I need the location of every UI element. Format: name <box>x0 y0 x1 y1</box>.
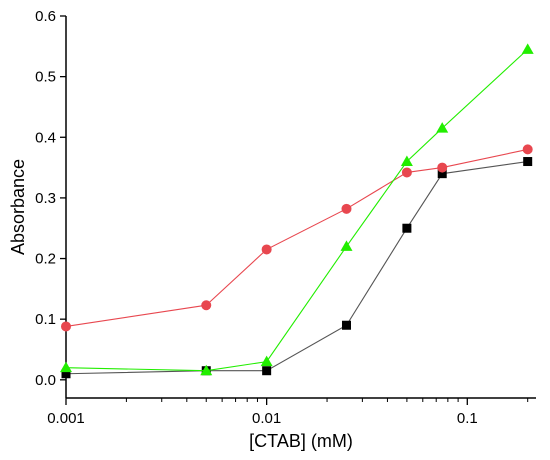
series-square <box>61 157 533 379</box>
data-point-square <box>402 223 412 233</box>
y-axis-ticks: 0.0 0.1 0.2 0.3 0.4 0.5 0.6 <box>35 8 66 389</box>
data-point-circle <box>341 203 352 214</box>
data-point-triangle <box>436 122 449 133</box>
x-axis-title: [CTAB] (mM) <box>249 431 353 451</box>
data-series <box>60 43 534 379</box>
x-tick-label: 0.001 <box>47 410 85 427</box>
y-tick-label: 0.2 <box>35 251 56 268</box>
data-point-square <box>61 369 71 379</box>
x-axis-ticks: 0.001 0.01 0.1 <box>47 398 529 427</box>
x-tick-label: 0.1 <box>457 410 478 427</box>
y-tick-label: 0.1 <box>35 311 56 328</box>
data-point-circle <box>401 167 412 178</box>
data-point-triangle <box>260 355 273 367</box>
data-point-circle <box>61 321 71 332</box>
data-point-square <box>437 169 447 179</box>
y-tick-label: 0.3 <box>35 190 56 207</box>
data-point-triangle <box>400 155 413 167</box>
y-tick-label: 0.0 <box>35 372 56 389</box>
data-point-triangle <box>521 43 534 54</box>
axes <box>65 16 536 399</box>
data-point-square <box>262 366 272 376</box>
series-line <box>65 148 528 327</box>
y-tick-label: 0.6 <box>35 8 56 25</box>
data-point-triangle <box>60 361 72 373</box>
series-line <box>65 48 529 372</box>
series-triangle <box>60 43 534 376</box>
data-point-square <box>341 320 351 330</box>
y-axis-title: Absorbance <box>8 159 28 255</box>
series-line <box>65 160 528 375</box>
data-point-square <box>523 157 533 167</box>
series-circle <box>61 144 533 332</box>
data-point-circle <box>261 244 272 255</box>
data-point-triangle <box>200 364 213 376</box>
data-point-circle <box>522 144 533 155</box>
data-point-circle <box>437 162 448 173</box>
data-point-triangle <box>340 240 353 251</box>
y-tick-label: 0.5 <box>35 69 56 86</box>
y-tick-label: 0.4 <box>35 129 56 146</box>
data-point-circle <box>201 300 212 311</box>
x-tick-label: 0.01 <box>252 410 281 427</box>
